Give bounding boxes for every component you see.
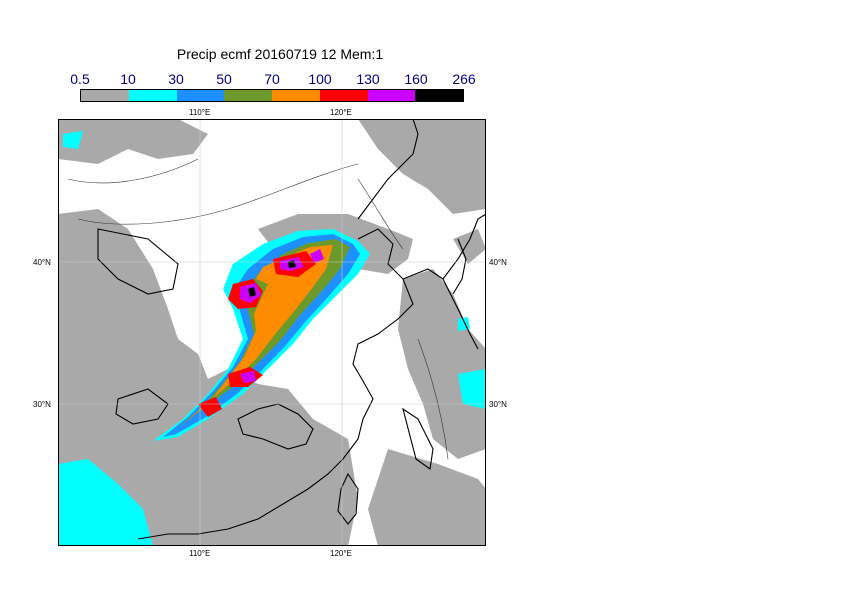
bottom-tick-label: 110°E xyxy=(189,549,211,558)
legend-label: 70 xyxy=(264,71,280,87)
legend-swatch xyxy=(319,90,368,101)
precip-rain-band xyxy=(153,229,370,441)
legend-label: 100 xyxy=(308,71,332,87)
legend-swatch xyxy=(224,90,272,101)
top-tick-label: 120°E xyxy=(330,108,352,117)
chart-title: Precip ecmf 20160719 12 Mem:1 xyxy=(176,46,384,62)
legend-swatch xyxy=(272,90,320,101)
legend-swatch xyxy=(176,90,225,101)
legend-label: 30 xyxy=(168,71,184,87)
left-tick-label: 40°N xyxy=(33,258,51,267)
legend-swatch xyxy=(128,90,177,101)
precip-light-regions xyxy=(58,119,486,546)
bottom-tick-label: 120°E xyxy=(330,549,352,558)
left-tick-label: 30°N xyxy=(33,400,51,409)
legend-label: 266 xyxy=(452,71,476,87)
legend-label: 50 xyxy=(216,71,232,87)
map-frame xyxy=(58,119,486,546)
legend-label: 10 xyxy=(120,71,136,87)
legend-swatch xyxy=(415,90,463,101)
contour-lines xyxy=(67,158,449,460)
precip-map xyxy=(58,119,486,546)
legend-label: 130 xyxy=(356,71,380,87)
top-tick-label: 110°E xyxy=(189,108,211,117)
legend-swatch xyxy=(367,90,416,101)
right-tick-label: 30°N xyxy=(489,400,507,409)
right-tick-label: 40°N xyxy=(489,258,507,267)
legend-label: 0.5 xyxy=(70,71,90,87)
legend-label: 160 xyxy=(404,71,428,87)
gridlines xyxy=(58,119,486,546)
coastlines xyxy=(97,119,486,540)
legend-labels: 0.5 10 30 50 70 100 130 160 266 xyxy=(0,71,560,89)
map-svg xyxy=(58,119,486,546)
legend-swatch xyxy=(81,90,129,101)
legend-colorbar xyxy=(80,89,464,102)
